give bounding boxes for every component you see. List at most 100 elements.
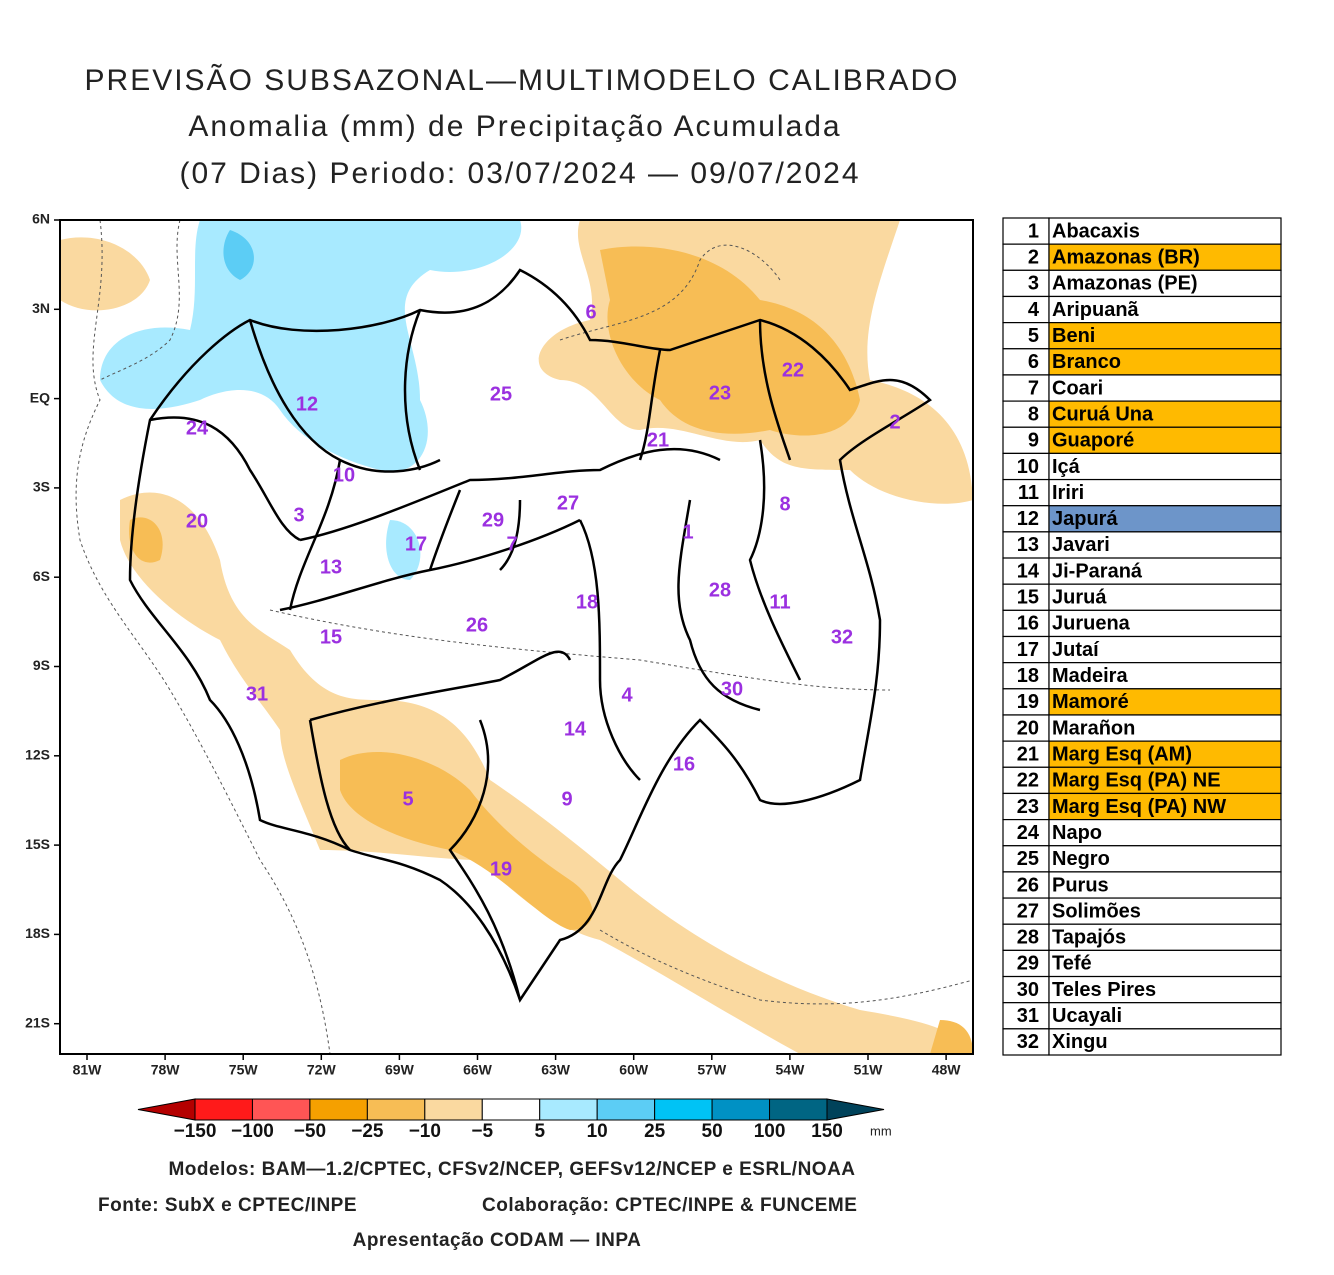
table-cell	[1048, 1002, 1282, 1030]
table-cell	[1048, 557, 1282, 585]
colorbar-label: −100	[231, 1121, 274, 1142]
table-cell	[1002, 714, 1050, 742]
basin-name: Amazonas (PE)	[1052, 273, 1198, 295]
basin-name: Madeira	[1052, 665, 1128, 687]
colorbar-label: 100	[754, 1121, 786, 1142]
lon-label: 66W	[463, 1062, 493, 1078]
basin-label: 15	[320, 626, 342, 648]
basin-name: Amazonas (BR)	[1052, 247, 1200, 269]
footer-text: Colaboração: CPTEC/INPE & FUNCEME	[482, 1195, 857, 1216]
basin-number: 5	[1028, 325, 1039, 347]
basin-label: 4	[621, 684, 633, 706]
basin-number: 11	[1018, 482, 1039, 504]
lon-label: 48W	[932, 1062, 962, 1078]
basin-name: Curuá Una	[1052, 403, 1154, 425]
basin-label: 7	[506, 533, 517, 555]
basin-name: Japurá	[1052, 508, 1118, 530]
table-cell	[1048, 452, 1282, 481]
basin-number: 25	[1017, 848, 1039, 870]
basin-label: 3	[293, 504, 304, 526]
basin-name: Abacaxis	[1052, 220, 1140, 242]
basin-label: 29	[482, 509, 504, 531]
lat-label: 3N	[32, 300, 50, 316]
basin-label: 21	[647, 429, 669, 451]
colorbar-box	[366, 1098, 426, 1121]
basin-label: 11	[769, 591, 790, 613]
table-cell	[1048, 531, 1282, 559]
basin-number: 15	[1017, 587, 1039, 609]
colorbar-unit: mm	[870, 1123, 892, 1138]
basin-name: Aripuanã	[1052, 299, 1140, 321]
map-frame	[59, 219, 974, 1055]
lon-label: 51W	[854, 1062, 884, 1078]
basin-name: Ji-Paraná	[1052, 560, 1143, 582]
basin-name: Içá	[1052, 456, 1081, 478]
table-cell	[1002, 766, 1050, 795]
basin-label: 9	[561, 788, 572, 810]
table-cell	[1002, 897, 1050, 925]
colorbar-box	[481, 1098, 541, 1121]
table-cell	[1002, 322, 1050, 350]
table-cell	[1002, 478, 1050, 507]
basin-name: Negro	[1052, 848, 1110, 870]
basin-label: 28	[709, 579, 731, 601]
table-cell	[1048, 975, 1282, 1004]
basin-label: 2	[889, 411, 900, 433]
title-line: (07 Dias) Periodo: 03/07/2024 — 09/07/20…	[179, 157, 860, 190]
table-cell	[1002, 374, 1050, 402]
basin-number: 31	[1017, 1005, 1039, 1027]
basin-name: Xingu	[1052, 1031, 1108, 1053]
basin-label: 26	[466, 614, 488, 636]
basin-number: 17	[1017, 639, 1039, 661]
basin-number: 2	[1028, 247, 1039, 269]
colorbar-label: 25	[644, 1121, 666, 1142]
basin-label: 20	[186, 510, 208, 532]
table-cell	[1002, 975, 1050, 1004]
basin-number: 16	[1017, 613, 1039, 635]
anomaly-fields	[60, 220, 973, 1054]
basin-number: 24	[1017, 822, 1040, 844]
table-cell	[1002, 295, 1050, 324]
basin-number: 8	[1028, 403, 1039, 425]
basin-number: 9	[1028, 430, 1039, 452]
colorbar-box	[769, 1098, 828, 1121]
map	[59, 219, 974, 1055]
table-cell	[1002, 426, 1050, 455]
basin-label: 32	[831, 626, 853, 648]
basin-number: 1	[1028, 220, 1039, 242]
basin-label: 17	[405, 533, 427, 555]
colorbar-box	[251, 1098, 311, 1121]
basin-label: 12	[296, 393, 318, 415]
basin-number: 3	[1028, 273, 1039, 295]
title-line: PREVISÃO SUBSAZONAL—MULTIMODELO CALIBRAD…	[85, 63, 960, 97]
basin-label: 10	[333, 464, 355, 486]
basin-number: 30	[1017, 979, 1039, 1001]
table-cell	[1002, 269, 1050, 298]
table-cell	[1048, 740, 1282, 768]
basin-label: 6	[585, 301, 596, 323]
table-cell	[1002, 400, 1050, 428]
table-cell	[1048, 348, 1282, 376]
table-cell	[1048, 583, 1282, 611]
colorbar-box	[654, 1098, 713, 1121]
basin-name: Juruena	[1052, 613, 1131, 635]
basin-number: 29	[1017, 953, 1039, 975]
lat-label: 3S	[33, 479, 50, 495]
basin-number: 10	[1017, 456, 1039, 478]
table-cell	[1002, 217, 1050, 245]
lon-label: 75W	[229, 1062, 259, 1078]
basin-name: Ucayali	[1052, 1005, 1122, 1027]
basin-label: 19	[490, 858, 512, 880]
lat-label: 6S	[33, 568, 50, 584]
country-borders	[75, 220, 973, 1054]
basin-number: 27	[1017, 900, 1039, 922]
colorbar-label: −10	[409, 1121, 441, 1142]
lon-label: 78W	[151, 1062, 181, 1078]
colorbar-label: −150	[174, 1121, 217, 1142]
table-cell	[1048, 818, 1282, 847]
table-cell	[1002, 845, 1050, 873]
table-cell	[1002, 583, 1050, 611]
basin-number: 19	[1017, 691, 1039, 713]
colorbar-arrow	[826, 1098, 885, 1121]
basin-label: 18	[576, 591, 598, 613]
